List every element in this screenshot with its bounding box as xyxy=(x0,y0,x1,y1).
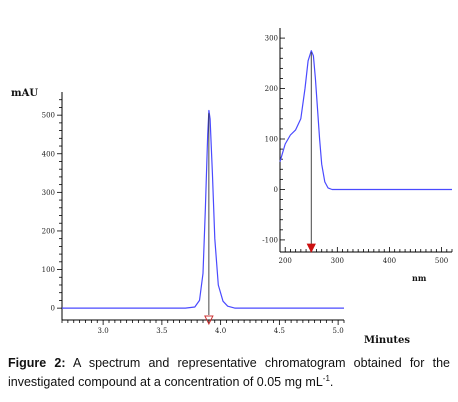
caption-end: . xyxy=(329,375,334,390)
spectrum-y-tick-label: 200 xyxy=(265,85,278,93)
caption-superscript: -1 xyxy=(322,374,330,383)
spectrum-panel: -100 0 100 200 300 200 300 400 500 nm xyxy=(262,28,453,283)
spectrum-trace xyxy=(279,50,452,191)
chromatogram-panel: 0 100 200 300 400 500 3.0 3.5 4.0 4.5 5.0 mAU Minute… xyxy=(11,88,410,346)
chromatogram-x-axis-title: Minutes xyxy=(364,335,410,346)
spectrum-x-tick-label: 300 xyxy=(331,257,344,265)
spectrum-x-axis-title: nm xyxy=(412,273,427,283)
chromatogram-trace xyxy=(62,109,344,309)
chromatogram-y-tick-label: 0 xyxy=(51,305,55,313)
chromatogram-y-tick-label: 100 xyxy=(42,266,55,274)
chromatogram-x-tick-label: 4.0 xyxy=(215,327,226,335)
chromatogram-x-tick-label: 3.5 xyxy=(156,327,167,335)
figure-caption: Figure 2: A spectrum and representative … xyxy=(8,355,450,390)
spectrum-y-tick-label: 100 xyxy=(265,136,278,144)
spectrum-x-tick-label: 500 xyxy=(435,257,448,265)
chromatogram-y-tick-label: 200 xyxy=(42,227,55,235)
spectrum-x-tick-label: 200 xyxy=(279,257,292,265)
spectrum-y-tick-label: 0 xyxy=(274,186,278,194)
chromatogram-y-tick-label: 500 xyxy=(42,112,55,120)
caption-text: A spectrum and representative chromatogr… xyxy=(8,356,450,390)
chromatogram-x-tick-label: 3.0 xyxy=(98,327,109,335)
chromatogram-y-tick-label: 300 xyxy=(42,189,55,197)
spectrum-lambda-max-marker xyxy=(306,243,316,253)
spectrum-y-tick-label: -100 xyxy=(262,236,278,244)
chromatogram-x-tick-label: 4.5 xyxy=(274,327,285,335)
spectrum-y-tick-label: 300 xyxy=(265,35,278,43)
spectrum-x-tick-label: 400 xyxy=(383,257,396,265)
chromatogram-y-tick-label: 400 xyxy=(42,150,55,158)
chromatogram-peak-marker xyxy=(204,315,214,326)
figure-label: Figure 2: xyxy=(8,356,66,370)
chromatogram-y-axis-title: mAU xyxy=(11,88,38,99)
chromatogram-x-tick-label: 5.0 xyxy=(333,327,344,335)
